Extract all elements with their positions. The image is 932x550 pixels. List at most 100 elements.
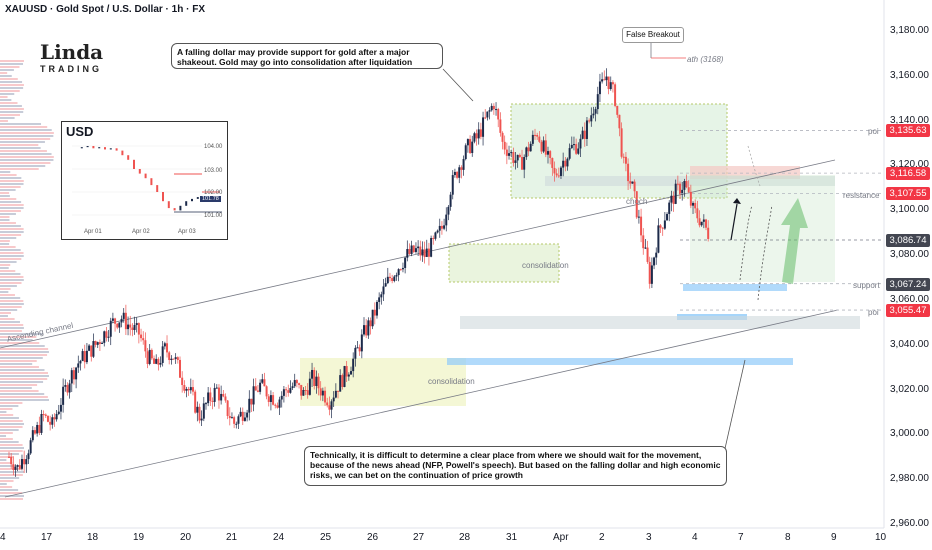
candle-body <box>289 388 292 393</box>
candle-body <box>27 453 30 460</box>
candle-body <box>233 417 236 424</box>
candle-body <box>332 397 335 402</box>
volume-bar <box>0 159 54 161</box>
candle-body <box>679 183 682 195</box>
candle-body <box>269 395 272 402</box>
volume-bar <box>0 186 21 188</box>
candle-body <box>98 342 101 344</box>
candle-body <box>419 246 422 256</box>
ath-label: ath (3168) <box>687 55 724 64</box>
candle-body <box>127 324 130 330</box>
candle-body <box>33 430 36 434</box>
candle-body <box>544 140 547 155</box>
candle-body <box>447 206 450 215</box>
candle-body <box>479 129 482 137</box>
candle-body <box>38 424 41 433</box>
candle-body <box>339 375 342 392</box>
candle-body <box>542 140 545 152</box>
candle-body <box>256 390 259 392</box>
volume-profile <box>0 60 54 500</box>
candle-body <box>540 141 543 152</box>
candle-body <box>670 195 673 203</box>
candle-body <box>445 214 448 226</box>
volume-bar <box>0 207 24 209</box>
candle-body <box>546 151 549 155</box>
candle-body <box>637 216 640 218</box>
volume-bar <box>0 177 22 179</box>
candle-body <box>503 141 506 150</box>
callout-top: A falling dollar may provide support for… <box>171 43 443 69</box>
price-tag: 3,116.58 <box>886 167 930 181</box>
candle-body <box>176 357 179 360</box>
candle-body <box>70 370 73 384</box>
candle-body <box>564 160 567 167</box>
candle-body <box>88 345 91 351</box>
candle-body <box>516 154 519 161</box>
candle-body <box>295 380 298 384</box>
candle-body <box>12 464 15 470</box>
volume-bar <box>0 213 16 215</box>
volume-bar <box>0 264 11 266</box>
volume-bar <box>0 351 49 353</box>
volume-bar <box>0 480 14 482</box>
candle-body <box>531 134 534 144</box>
volume-bar <box>0 249 21 251</box>
choch-label: choch <box>626 197 648 206</box>
candle-body <box>101 342 104 344</box>
candle-body <box>246 412 249 418</box>
volume-bar <box>0 438 13 440</box>
candle-body <box>369 320 372 327</box>
volume-bar <box>0 318 15 320</box>
volume-bar <box>0 381 44 383</box>
volume-bar <box>0 282 22 284</box>
candle-body <box>427 248 430 257</box>
candle-body <box>313 369 316 387</box>
time-axis-tick: 24 <box>273 532 285 543</box>
volume-bar <box>0 324 24 326</box>
candle-body <box>135 323 138 326</box>
candle-body <box>343 366 346 387</box>
volume-bar <box>0 270 16 272</box>
candle-body <box>224 396 227 401</box>
inset-last-value: 101.78 <box>200 196 221 202</box>
time-axis-tick: 9 <box>831 532 837 543</box>
candle-body <box>469 139 472 154</box>
candle-body <box>330 401 333 410</box>
volume-bar <box>0 312 11 314</box>
volume-bar <box>0 210 21 212</box>
candle-body <box>458 167 461 178</box>
candle-body <box>705 219 708 228</box>
volume-bar <box>0 363 33 365</box>
candle-body <box>620 128 623 157</box>
candle-body <box>300 384 303 396</box>
volume-bar <box>0 402 23 404</box>
volume-bar <box>0 75 12 77</box>
candle-body <box>417 246 420 249</box>
candle-body <box>326 402 329 406</box>
volume-bar <box>0 162 51 164</box>
candle-body <box>170 358 173 361</box>
volume-bar <box>0 231 24 233</box>
volume-bar <box>0 60 24 62</box>
volume-bar <box>0 327 24 329</box>
channel-upper <box>0 159 836 349</box>
candle-body <box>572 144 575 146</box>
false-breakout-label: False Breakout <box>622 27 684 43</box>
volume-bar <box>0 276 24 278</box>
volume-bar <box>0 189 16 191</box>
volume-bar <box>0 171 11 173</box>
callout-bottom: Technically, it is difficult to determin… <box>304 446 727 486</box>
candle-body <box>495 109 498 111</box>
candle-body <box>462 159 465 170</box>
candle-body <box>181 377 184 386</box>
candle-body <box>272 395 275 405</box>
volume-bar <box>0 96 8 98</box>
candle-body <box>365 325 368 336</box>
candle-body <box>146 351 149 364</box>
candle-body <box>421 249 424 256</box>
big-green-arrow <box>781 198 808 284</box>
candle-body <box>681 189 684 195</box>
candle-body <box>207 392 210 404</box>
candle-body <box>423 249 426 257</box>
candle-body <box>341 375 344 387</box>
